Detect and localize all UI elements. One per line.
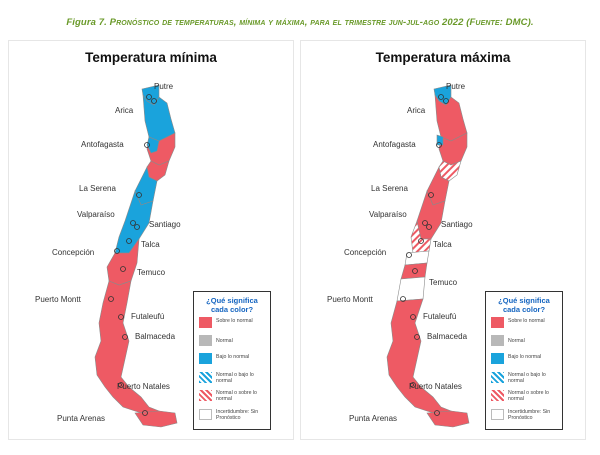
swatch-normal <box>199 335 212 346</box>
swatch-below-max <box>491 353 504 364</box>
label-futaleufu-max: Futaleufú <box>423 312 456 321</box>
label-balmaceda-max: Balmaceda <box>427 332 468 341</box>
swatch-normal-below <box>199 372 212 383</box>
legend-label-normal-below-max: Normal o bajo lo normal <box>508 372 546 384</box>
region-antofagasta-north <box>146 136 160 154</box>
region-tierra-del-fuego-max <box>426 410 470 428</box>
legend-label-normal-above: Normal o sobre lo normal <box>216 390 257 402</box>
legend-label-above-max: Sobre lo normal <box>508 318 545 324</box>
label-antofagasta: Antofagasta <box>81 140 124 149</box>
label-futaleufu: Futaleufú <box>131 312 164 321</box>
region-tierra-del-fuego <box>134 410 178 428</box>
panel-temperatura-minima: Temperatura mínima <box>8 40 294 440</box>
swatch-above <box>199 317 212 328</box>
label-puerto-natales-max: Puerto Natales <box>409 382 462 391</box>
legend-label-normal-max: Normal <box>508 338 525 344</box>
label-la-serena: La Serena <box>79 184 116 193</box>
label-punta-arenas: Punta Arenas <box>57 414 105 423</box>
swatch-below <box>199 353 212 364</box>
swatch-normal-max <box>491 335 504 346</box>
label-talca: Talca <box>141 240 160 249</box>
label-valparaiso-max: Valparaíso <box>369 210 407 219</box>
label-puerto-montt: Puerto Montt <box>35 295 82 304</box>
label-antofagasta-max: Antofagasta <box>373 140 416 149</box>
legend-maxima: ¿Qué significa cada color? Sobre lo norm… <box>485 291 563 430</box>
region-austral <box>94 280 160 416</box>
legend-label-normal: Normal <box>216 338 233 344</box>
label-santiago-max: Santiago <box>441 220 473 229</box>
legend-label-above: Sobre lo normal <box>216 318 253 324</box>
label-temuco: Temuco <box>137 268 166 277</box>
label-arica-max: Arica <box>407 106 426 115</box>
swatch-above-max <box>491 317 504 328</box>
panel-title-maxima: Temperatura máxima <box>375 50 511 65</box>
label-punta-arenas-max: Punta Arenas <box>349 414 397 423</box>
label-concepcion-max: Concepción <box>344 248 386 257</box>
legend-label-uncertain-max: Incertidumbre: Sin Pronóstico <box>508 409 551 421</box>
legend-title-max: ¿Qué significa cada color? <box>498 296 550 314</box>
swatch-uncertain-max <box>491 409 504 420</box>
label-valparaiso: Valparaíso <box>77 210 115 219</box>
region-tarapaca <box>142 93 176 142</box>
legend-label-below: Bajo lo normal <box>216 354 250 360</box>
legend-label-normal-below: Normal o bajo lo normal <box>216 372 254 384</box>
region-antofagasta-blue-max <box>436 134 444 146</box>
label-puerto-natales: Puerto Natales <box>117 382 170 391</box>
label-temuco-max: Temuco <box>429 278 458 287</box>
swatch-uncertain <box>199 409 212 420</box>
label-arica: Arica <box>115 106 134 115</box>
region-araucania-max <box>400 262 428 280</box>
label-santiago: Santiago <box>149 220 181 229</box>
legend-label-normal-above-max: Normal o sobre lo normal <box>508 390 549 402</box>
map-chile-maxima: Putre Arica Antofagasta La Serena Valpar… <box>327 82 473 428</box>
label-puerto-montt-max: Puerto Montt <box>327 295 374 304</box>
swatch-normal-above <box>199 390 212 401</box>
legend-title: ¿Qué significa cada color? <box>206 296 258 314</box>
panel-temperatura-maxima: Temperatura máxima Putre <box>300 40 586 440</box>
label-la-serena-max: La Serena <box>371 184 408 193</box>
label-concepcion: Concepción <box>52 248 94 257</box>
legend-label-below-max: Bajo lo normal <box>508 354 542 360</box>
label-putre-max: Putre <box>446 82 466 91</box>
map-chile-minima: Putre Arica Antofagasta La Serena Valpar… <box>35 82 181 428</box>
swatch-normal-above-max <box>491 390 504 401</box>
region-tarapaca-max <box>434 93 468 142</box>
legend-label-uncertain: Incertidumbre: Sin Pronóstico <box>216 409 259 421</box>
swatch-normal-below-max <box>491 372 504 383</box>
caption-text: Pronóstico de temperaturas, mínima y máx… <box>106 17 534 28</box>
caption-prefix: Figura 7. <box>66 17 107 28</box>
panel-title-minima: Temperatura mínima <box>85 50 217 65</box>
legend-minima: ¿Qué significa cada color? Sobre lo norm… <box>193 291 271 430</box>
label-putre: Putre <box>154 82 174 91</box>
label-balmaceda: Balmaceda <box>135 332 176 341</box>
label-talca-max: Talca <box>433 240 452 249</box>
figure-caption: Figura 7. Pronóstico de temperaturas, mí… <box>0 17 600 28</box>
